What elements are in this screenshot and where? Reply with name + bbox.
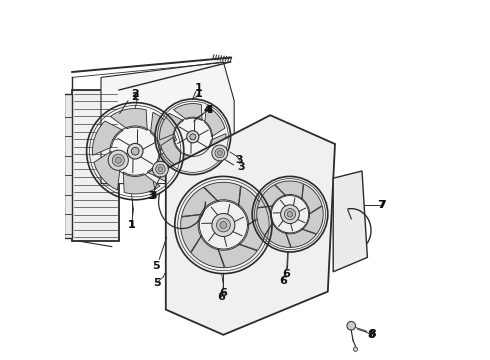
Text: 4: 4 <box>203 105 211 115</box>
Text: 6: 6 <box>218 292 225 302</box>
Circle shape <box>287 211 293 217</box>
Polygon shape <box>160 113 183 140</box>
Polygon shape <box>238 215 266 250</box>
Circle shape <box>212 145 228 161</box>
Polygon shape <box>257 185 286 207</box>
Polygon shape <box>333 171 368 272</box>
Polygon shape <box>150 112 176 151</box>
Circle shape <box>287 211 293 217</box>
Polygon shape <box>204 182 241 206</box>
Text: 8: 8 <box>368 329 376 339</box>
Text: 1: 1 <box>128 220 135 230</box>
Polygon shape <box>161 137 181 167</box>
Text: 6: 6 <box>279 276 287 286</box>
Polygon shape <box>191 235 224 268</box>
Text: 3: 3 <box>237 162 245 172</box>
Circle shape <box>127 143 143 159</box>
Text: 5: 5 <box>152 261 160 271</box>
Circle shape <box>115 157 122 163</box>
Text: 7: 7 <box>378 200 386 210</box>
Circle shape <box>112 154 124 166</box>
Circle shape <box>284 208 295 220</box>
Polygon shape <box>166 115 335 335</box>
Circle shape <box>158 167 163 172</box>
Bar <box>72 90 119 241</box>
Polygon shape <box>275 181 303 199</box>
Circle shape <box>220 221 227 229</box>
Circle shape <box>156 165 165 174</box>
Circle shape <box>215 148 224 158</box>
Text: 5: 5 <box>153 278 161 288</box>
Text: 1: 1 <box>128 220 135 230</box>
Polygon shape <box>218 244 257 268</box>
Text: 1: 1 <box>195 83 202 93</box>
Text: 3: 3 <box>236 155 244 165</box>
Text: 6: 6 <box>282 269 291 279</box>
Circle shape <box>347 321 356 330</box>
Polygon shape <box>101 62 234 184</box>
Circle shape <box>217 218 230 232</box>
Polygon shape <box>302 184 322 214</box>
Circle shape <box>187 131 199 143</box>
Polygon shape <box>286 229 317 247</box>
Circle shape <box>284 208 296 220</box>
Polygon shape <box>173 104 202 121</box>
Polygon shape <box>94 151 120 190</box>
Circle shape <box>281 205 299 224</box>
Text: 1: 1 <box>195 89 202 99</box>
Polygon shape <box>257 206 273 235</box>
Text: 8: 8 <box>367 330 375 340</box>
Polygon shape <box>147 147 178 181</box>
Polygon shape <box>302 206 323 234</box>
Circle shape <box>131 147 139 155</box>
Polygon shape <box>205 107 225 137</box>
Circle shape <box>220 221 227 229</box>
Polygon shape <box>181 215 202 252</box>
Polygon shape <box>93 121 123 155</box>
Circle shape <box>212 213 235 237</box>
Text: 3: 3 <box>149 191 157 201</box>
Polygon shape <box>202 134 226 160</box>
Polygon shape <box>110 108 147 130</box>
Polygon shape <box>123 172 160 194</box>
Text: 7: 7 <box>377 200 385 210</box>
Text: 2: 2 <box>131 92 139 102</box>
Text: 4: 4 <box>205 105 213 115</box>
Polygon shape <box>239 186 265 225</box>
Circle shape <box>108 150 128 170</box>
Text: 6: 6 <box>220 288 227 298</box>
Polygon shape <box>265 222 291 247</box>
Circle shape <box>218 150 222 156</box>
Polygon shape <box>181 187 218 216</box>
Circle shape <box>353 347 358 351</box>
Circle shape <box>216 217 231 233</box>
Bar <box>64 94 72 238</box>
Text: 2: 2 <box>131 89 139 99</box>
Circle shape <box>190 134 196 140</box>
Text: 3: 3 <box>147 191 155 201</box>
Circle shape <box>152 161 169 177</box>
Polygon shape <box>183 153 212 170</box>
